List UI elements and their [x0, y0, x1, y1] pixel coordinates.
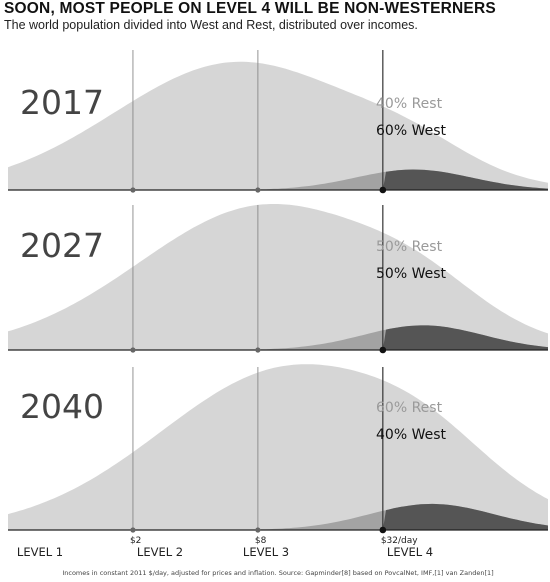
level-label-2: LEVEL 2 [137, 545, 183, 559]
year-label-2027: 2027 [20, 226, 104, 265]
threshold-dot-32-2017 [379, 186, 387, 194]
threshold-dot-8-2027 [255, 347, 261, 353]
x-tick-label-2: $2 [130, 536, 141, 546]
year-label-2017: 2017 [20, 83, 104, 122]
rest-area-2040 [8, 364, 548, 530]
west-level4-area-2027 [382, 325, 548, 350]
year-label-2040: 2040 [20, 387, 104, 426]
rest-area-2017 [8, 61, 548, 190]
panel-2017: 2017 40% Rest 60% West [8, 50, 548, 194]
panel-2040: 2040 60% Rest 40% West [8, 364, 548, 534]
source-note: Incomes in constant 2011 $/day, adjusted… [62, 569, 493, 577]
rest-share-label-2027: 50% Rest [376, 239, 443, 255]
panel-2027: 2027 50% Rest 50% West [8, 204, 548, 354]
x-tick-label-8: $8 [255, 536, 267, 546]
threshold-dot-2-2040 [130, 527, 136, 533]
rest-share-label-2040: 60% Rest [376, 400, 443, 416]
threshold-dot-32-2040 [379, 526, 387, 534]
rest-share-label-2017: 40% Rest [376, 96, 443, 112]
level-label-1: LEVEL 1 [17, 545, 63, 559]
threshold-dot-8-2017 [255, 187, 261, 193]
level-label-4: LEVEL 4 [387, 545, 433, 559]
chart-title: SOON, MOST PEOPLE ON LEVEL 4 WILL BE NON… [4, 0, 496, 17]
level-label-3: LEVEL 3 [243, 545, 289, 559]
west-share-label-2017: 60% West [376, 123, 446, 139]
threshold-dot-2-2027 [130, 347, 136, 353]
threshold-dot-2-2017 [130, 187, 136, 193]
west-level4-area-2040 [382, 503, 548, 530]
threshold-dot-32-2027 [379, 346, 387, 354]
rest-area-2027 [8, 204, 548, 350]
west-level4-area-2017 [382, 169, 548, 190]
west-share-label-2040: 40% West [376, 427, 446, 443]
threshold-dot-8-2040 [255, 527, 261, 533]
west-share-label-2027: 50% West [376, 266, 446, 282]
x-tick-label-32: $32/day [381, 536, 418, 546]
chart-subtitle: The world population divided into West a… [4, 18, 418, 32]
